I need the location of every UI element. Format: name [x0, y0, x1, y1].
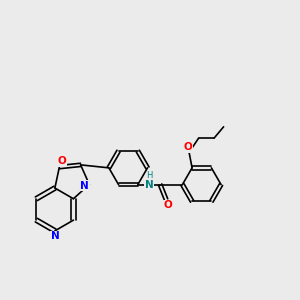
Text: N: N	[80, 181, 89, 191]
Text: N: N	[50, 231, 59, 241]
Text: O: O	[183, 142, 192, 152]
Text: O: O	[58, 156, 67, 166]
Text: N: N	[145, 180, 153, 190]
Text: H: H	[146, 171, 152, 180]
Text: O: O	[163, 200, 172, 210]
